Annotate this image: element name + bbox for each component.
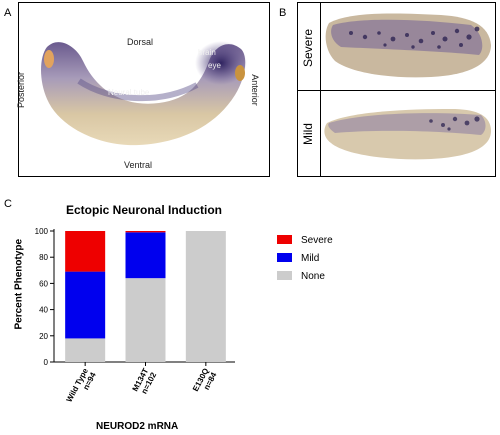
- category-name: E130Q: [191, 367, 211, 393]
- severe-label: Severe: [301, 28, 315, 68]
- category-count: n=84: [202, 370, 219, 391]
- legend-swatch-none: [277, 271, 292, 280]
- bar-segment-severe: [125, 231, 166, 233]
- embryo-a-body: [41, 42, 246, 146]
- y-tick-label: 80: [39, 253, 48, 262]
- embryo-a-neural-tube: [77, 78, 199, 102]
- label-ventral: Ventral: [124, 160, 153, 170]
- bar-segment-mild: [65, 271, 106, 339]
- bar-segment-none: [125, 278, 166, 362]
- panel-b-frame: Severe Mild: [297, 2, 496, 177]
- panel-c-letter: C: [4, 198, 12, 210]
- panel-a-embryo-photo: [41, 41, 247, 146]
- category-name: M134T: [131, 367, 151, 393]
- chart-title: Ectopic Neuronal Induction: [66, 203, 223, 217]
- label-neural-tube: Neural tube: [108, 88, 150, 97]
- category-count: n=94: [81, 370, 98, 391]
- panel-a-letter: A: [4, 7, 12, 19]
- label-brain: brain: [198, 48, 216, 57]
- y-axis-label: Percent Phenotype: [13, 238, 25, 330]
- panel-b-mild-embryo-photo: [324, 109, 491, 160]
- panel-b-severe-embryo-photo: [325, 13, 491, 78]
- panel-b-divider-horizontal: [298, 90, 495, 91]
- y-tick-label: 0: [44, 358, 49, 367]
- label-posterior: Posterior: [16, 71, 27, 109]
- panel-b-letter: B: [279, 7, 287, 19]
- y-tick-label: 20: [39, 332, 48, 341]
- label-eye: eye: [208, 61, 221, 70]
- legend-label-none: None: [301, 271, 325, 282]
- category-name: Wild Type: [65, 366, 91, 403]
- y-tick-label: 40: [39, 306, 48, 315]
- y-tick-label: 60: [39, 279, 48, 288]
- legend-label-severe: Severe: [301, 235, 333, 246]
- legend-label-mild: Mild: [301, 253, 319, 264]
- bar-segment-mild: [125, 232, 166, 279]
- legend-swatch-mild: [277, 253, 292, 262]
- legend-swatch-severe: [277, 235, 292, 244]
- y-tick-label: 100: [35, 227, 49, 236]
- bar-segment-severe: [65, 231, 106, 272]
- panel-a-frame: Dorsal Ventral Posterior Anterior brain …: [16, 2, 270, 177]
- bar-segment-none: [65, 338, 106, 362]
- embryo-a-cement-gland: [235, 65, 245, 81]
- bar-segment-none: [185, 231, 226, 362]
- label-dorsal: Dorsal: [127, 37, 154, 47]
- label-anterior: Anterior: [249, 74, 260, 106]
- x-axis-label: NEUROD2 mRNA: [96, 421, 179, 432]
- embryo-a-head-stain: [195, 41, 247, 85]
- category-count: n=102: [140, 370, 159, 395]
- mild-label: Mild: [301, 123, 315, 146]
- panel-b-divider-vertical: [320, 3, 321, 176]
- embryo-a-tail-tip: [44, 50, 54, 68]
